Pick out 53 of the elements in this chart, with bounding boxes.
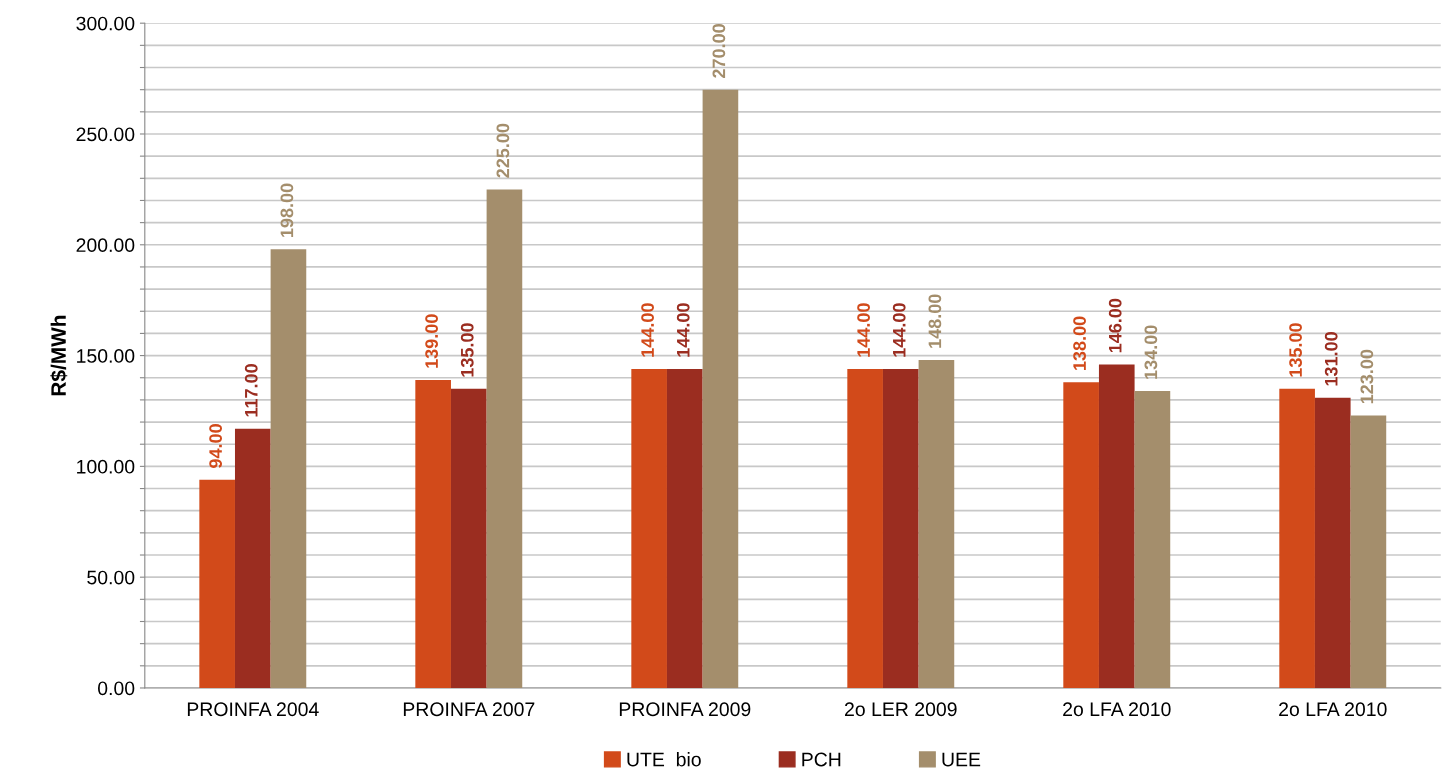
- data-label: 270.00: [712, 24, 726, 78]
- y-tick-label: 250.00: [76, 127, 135, 142]
- data-label: 144.00: [857, 303, 870, 357]
- bar: [1314, 397, 1351, 688]
- bar: [486, 189, 523, 688]
- bar: [882, 368, 919, 688]
- bar: [918, 360, 955, 688]
- y-tick-label: 300.00: [76, 16, 135, 31]
- x-tick-label: 2o LFA 2010: [1063, 702, 1171, 717]
- bar: [631, 368, 667, 688]
- data-label: 134.00: [1144, 325, 1158, 379]
- y-tick-label: 150.00: [77, 349, 135, 363]
- data-label: 144.00: [676, 303, 690, 357]
- bar: [199, 479, 235, 688]
- legend-label: UEE: [942, 752, 981, 767]
- data-label: 135.00: [1289, 323, 1302, 377]
- x-tick-label: PROINFA 2004: [187, 702, 319, 717]
- x-tick-label: PROINFA 2007: [403, 702, 535, 717]
- bar: [847, 368, 883, 688]
- x-tick-label: 2o LER 2009: [845, 702, 957, 717]
- data-label: 148.00: [928, 294, 942, 348]
- data-label: 139.00: [425, 314, 439, 368]
- y-tick-label: 100.00: [77, 459, 135, 474]
- y-axis-title: R$/MWh: [50, 315, 68, 396]
- bar: [1350, 415, 1387, 688]
- y-tick-label: 50.00: [87, 570, 135, 585]
- bar: [1279, 388, 1315, 688]
- legend-label: UTE bio: [627, 752, 701, 767]
- data-label: 146.00: [1108, 298, 1122, 353]
- bar: [702, 89, 739, 688]
- bar: [1063, 382, 1099, 688]
- bar: [1134, 391, 1171, 688]
- y-tick-label: 0.00: [98, 681, 135, 696]
- data-label: 131.00: [1324, 332, 1338, 386]
- y-tick-label: 200.00: [76, 238, 135, 253]
- bar: [1098, 364, 1135, 688]
- data-label: 225.00: [496, 123, 510, 178]
- bar: [415, 379, 451, 688]
- bar: [450, 388, 487, 688]
- data-label: 198.00: [280, 183, 294, 237]
- data-label: 94.00: [209, 424, 222, 468]
- data-label: 138.00: [1073, 316, 1086, 370]
- x-tick-label: PROINFA 2009: [619, 702, 751, 717]
- x-tick-label: 2o LFA 2010: [1279, 702, 1387, 717]
- bar: [234, 428, 271, 688]
- data-label: 144.00: [892, 303, 906, 357]
- data-label: 117.00: [244, 364, 258, 417]
- data-label: 135.00: [460, 323, 474, 377]
- data-label: 144.00: [641, 303, 654, 357]
- legend-label: PCH: [802, 752, 841, 767]
- data-label: 123.00: [1360, 349, 1374, 404]
- bar: [270, 249, 307, 688]
- bar: [666, 368, 703, 688]
